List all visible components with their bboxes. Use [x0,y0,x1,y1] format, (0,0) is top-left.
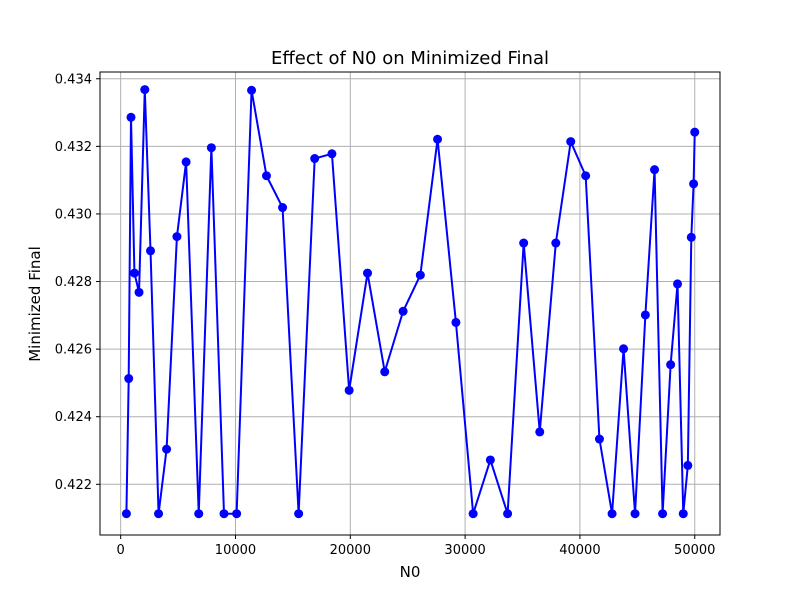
data-point [140,85,150,95]
data-point [398,306,408,316]
data-point [181,157,191,167]
data-point [683,460,693,470]
data-point [121,509,131,519]
x-tick-label: 10000 [215,543,256,558]
data-point [566,137,576,147]
data-point [535,427,545,437]
y-tick-label: 0.422 [55,478,92,493]
data-point [380,367,390,377]
data-point [126,112,136,122]
x-tick-label: 0 [117,543,125,558]
data-point [433,134,443,144]
data-point [172,232,182,242]
data-point [658,509,668,519]
data-point [134,287,144,297]
data-point [415,270,425,280]
x-axis-label: N0 [400,563,421,581]
data-point [294,509,304,519]
x-tick-label: 40000 [559,543,600,558]
data-point [327,149,337,159]
data-point [678,509,688,519]
data-point [451,317,461,327]
y-tick-label: 0.424 [55,410,92,425]
data-point [232,509,242,519]
data-point [581,171,591,181]
data-point [686,232,696,242]
data-point [640,310,650,320]
data-point [485,455,495,465]
y-axis-label: Minimized Final [26,246,44,362]
data-point [247,85,257,95]
data-point [261,171,271,181]
data-point [666,360,676,370]
data-point [124,374,134,384]
data-point [206,143,216,153]
data-point [129,268,139,278]
data-point [650,165,660,175]
data-point [519,238,529,248]
data-point [551,238,561,248]
series-line [125,88,696,515]
data-point [619,344,629,354]
data-point [607,509,617,519]
x-axis-ticks: 0 10000 20000 30000 40000 50000 [117,535,715,558]
data-point [468,509,478,519]
data-point [363,268,373,278]
x-tick-label: 20000 [330,543,371,558]
data-point [219,509,229,519]
data-point [194,509,204,519]
x-tick-label: 50000 [674,543,715,558]
data-point [690,127,700,137]
data-point [503,509,513,519]
data-point [310,154,320,164]
x-tick-label: 30000 [444,543,485,558]
data-points [121,85,700,519]
data-point [278,203,288,213]
data-point [344,385,354,395]
y-tick-label: 0.434 [55,72,92,87]
data-point [154,509,164,519]
y-tick-label: 0.428 [55,275,92,290]
data-point [162,444,172,454]
data-point [689,179,699,189]
data-point [673,279,683,289]
data-point [146,246,156,256]
y-tick-label: 0.430 [55,207,92,222]
y-tick-label: 0.432 [55,140,92,155]
y-axis-ticks: 0.422 0.424 0.426 0.428 0.430 0.432 0.434 [55,72,100,493]
chart-title: Effect of N0 on Minimized Final [271,48,549,69]
y-tick-label: 0.426 [55,343,92,358]
plot-area-frame [99,71,721,536]
data-point [594,434,604,444]
data-point [630,509,640,519]
